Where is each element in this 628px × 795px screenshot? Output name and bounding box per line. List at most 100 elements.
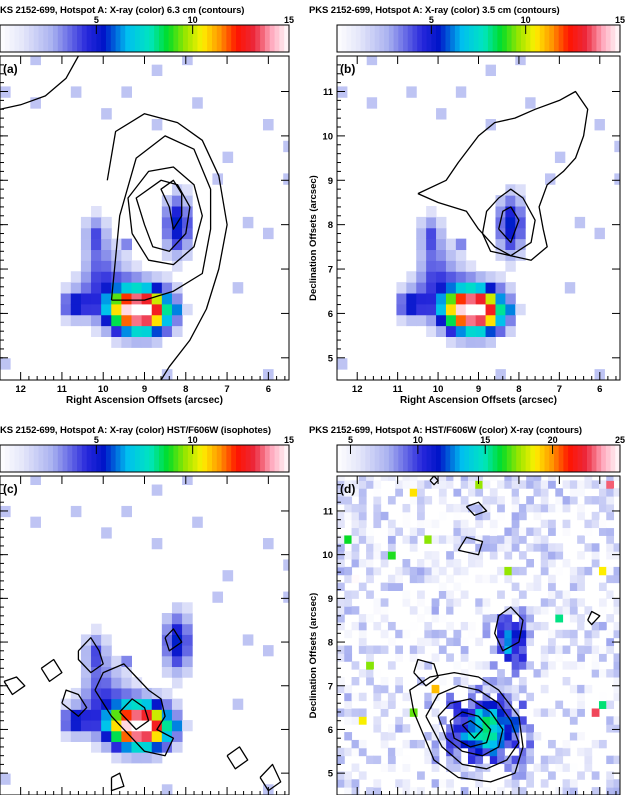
image-pixel <box>417 496 425 505</box>
image-pixel <box>569 606 578 615</box>
image-pixel <box>569 582 578 591</box>
image-pixel <box>445 260 457 272</box>
image-pixel <box>606 543 615 552</box>
image-pixel <box>351 747 360 757</box>
image-pixel <box>613 606 620 615</box>
image-pixel <box>91 249 102 261</box>
image-pixel <box>584 747 593 757</box>
image-pixel <box>424 559 433 568</box>
image-pixel <box>515 56 526 66</box>
image-pixel <box>540 543 549 552</box>
image-pixel <box>515 216 526 229</box>
image-pixel <box>70 698 82 710</box>
colorbar-swatch <box>62 445 69 472</box>
colorbar-swatch <box>149 25 155 52</box>
image-pixel <box>453 739 462 749</box>
image-pixel <box>91 314 102 327</box>
image-pixel <box>212 173 224 185</box>
image-pixel <box>606 476 615 481</box>
image-pixel <box>533 535 542 544</box>
image-pixel <box>161 741 173 753</box>
image-pixel <box>540 559 549 568</box>
image-pixel <box>431 747 440 757</box>
image-pixel <box>505 325 516 338</box>
colorbar-swatch <box>436 445 442 472</box>
colorbar-swatch <box>178 25 184 52</box>
image-pixel <box>192 97 203 109</box>
image-pixel <box>91 666 102 678</box>
image-pixel <box>467 747 476 757</box>
image-pixel <box>533 621 542 631</box>
image-pixel <box>482 621 491 631</box>
image-pixel <box>497 724 505 733</box>
image-layer <box>0 56 289 380</box>
x-tick-label: 9 <box>142 384 147 395</box>
image-pixel <box>171 293 183 305</box>
image-pixel <box>424 692 433 702</box>
image-pixel <box>131 303 143 316</box>
image-pixel <box>402 755 411 765</box>
image-pixel <box>504 684 513 694</box>
image-pixel <box>598 582 607 591</box>
image-pixel <box>613 779 620 788</box>
image-pixel <box>131 293 143 305</box>
colorbar-swatch <box>469 25 475 52</box>
image-pixel <box>518 677 527 686</box>
image-pixel <box>446 574 454 584</box>
image-pixel <box>417 645 425 654</box>
image-pixel <box>416 303 427 316</box>
image-pixel <box>495 314 506 327</box>
colorbar-swatch <box>134 445 141 472</box>
image-pixel <box>548 503 556 513</box>
colorbar-swatch <box>351 445 357 472</box>
colorbar-swatch <box>197 25 203 52</box>
image-pixel <box>406 271 417 283</box>
colorbar-swatch <box>601 25 607 52</box>
image-pixel <box>548 519 556 529</box>
image-pixel <box>489 535 498 544</box>
image-pixel <box>337 511 345 521</box>
image-pixel <box>358 503 367 513</box>
image-pixel <box>515 303 526 316</box>
image-pixel <box>518 503 527 513</box>
colorbar-swatch <box>279 25 285 52</box>
colorbar-swatch <box>535 445 541 472</box>
image-pixel <box>562 739 571 749</box>
colorbar-swatch <box>144 445 150 472</box>
image-pixel <box>453 708 462 717</box>
image-pixel <box>424 574 433 584</box>
image-pixel <box>511 692 520 702</box>
image-pixel <box>467 476 476 481</box>
colorbar-swatch <box>115 25 122 52</box>
image-pixel <box>283 591 289 603</box>
image-pixel <box>431 606 440 615</box>
image-pixel <box>60 709 72 721</box>
image-pixel <box>613 669 620 678</box>
colorbar-swatch <box>231 25 237 52</box>
image-pixel <box>151 538 163 550</box>
colorbar-swatch <box>502 25 508 52</box>
image-pixel <box>366 543 374 552</box>
image-pixel <box>598 488 607 497</box>
image-pixel <box>80 698 92 710</box>
image-pixel <box>395 677 403 686</box>
image-pixel <box>453 716 462 725</box>
image-pixel <box>402 480 411 489</box>
image-pixel <box>475 771 484 780</box>
image-pixel <box>431 787 440 795</box>
image-pixel <box>562 496 571 505</box>
image-pixel <box>351 488 360 497</box>
image-pixel <box>485 293 496 305</box>
image-pixel <box>0 505 11 518</box>
image-pixel <box>460 574 469 584</box>
image-pixel <box>70 505 82 518</box>
colorbar-frame <box>0 24 290 53</box>
colorbar-swatch <box>412 445 418 472</box>
image-pixel <box>495 271 506 283</box>
image-pixel <box>511 503 520 513</box>
image-pixel <box>460 787 469 795</box>
image-pixel <box>562 503 571 513</box>
colorbar-swatch <box>610 445 616 472</box>
image-pixel <box>373 543 382 552</box>
image-pixel <box>453 732 462 741</box>
